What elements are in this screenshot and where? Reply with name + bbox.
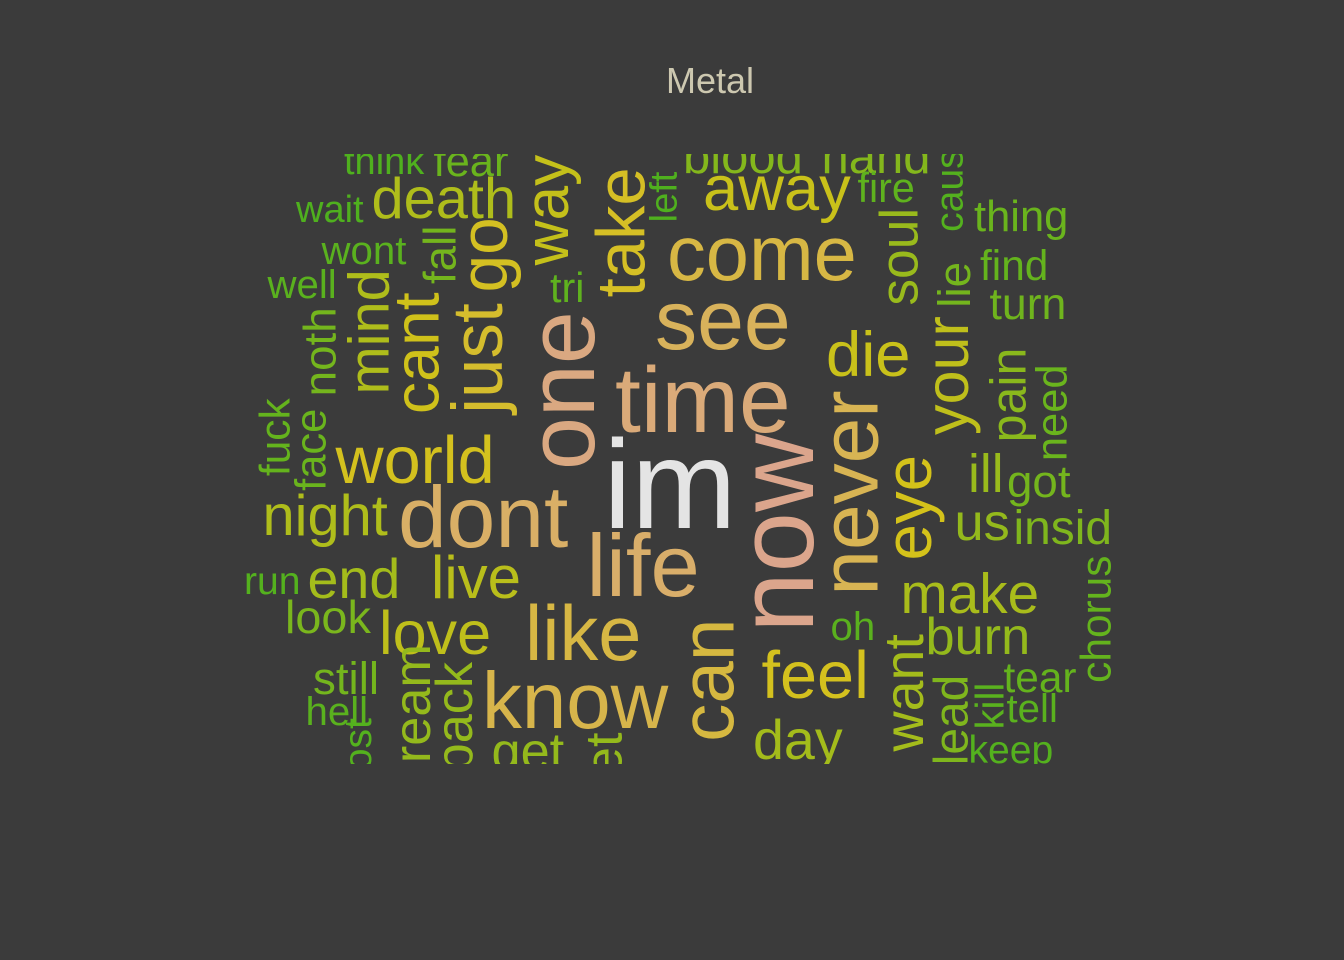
word-dont: dont — [398, 468, 569, 566]
word-chorus: chorus — [1071, 555, 1119, 683]
word-pain: pain — [979, 347, 1036, 443]
word-left: left — [642, 171, 685, 223]
word-wait: wait — [296, 189, 364, 231]
word-us: us — [954, 494, 1010, 552]
word-time: time — [615, 347, 791, 452]
word-wont: wont — [321, 228, 407, 273]
word-hell: hell — [305, 689, 369, 734]
word-got: got — [1007, 456, 1071, 507]
word-think: think — [344, 154, 425, 183]
word-one: one — [508, 310, 615, 470]
word-want: want — [872, 634, 935, 752]
word-day: day — [753, 709, 843, 764]
word-well: well — [267, 262, 337, 307]
word-fire: fire — [857, 164, 915, 211]
word-feel: feel — [761, 638, 869, 713]
word-make: make — [900, 562, 1040, 626]
word-hand: hand — [821, 154, 931, 184]
word-insid: insid — [1013, 502, 1113, 555]
word-come: come — [667, 211, 857, 297]
word-fall: fall — [414, 225, 466, 285]
word-world: world — [335, 423, 495, 498]
word-still: still — [313, 653, 379, 704]
word-soul: soul — [870, 207, 930, 306]
word-die: die — [826, 319, 911, 390]
word-back: back — [426, 661, 485, 764]
word-cloud: im now one time life dont see never know come like… — [240, 154, 1120, 764]
word-your: your — [912, 315, 981, 435]
word-live: live — [431, 544, 522, 611]
word-im: im — [603, 414, 737, 555]
word-see: see — [655, 273, 791, 367]
word-death: death — [371, 167, 517, 231]
chart-title: Metal — [665, 60, 755, 101]
word-keep: keep — [968, 728, 1054, 764]
word-life: life — [586, 515, 700, 615]
word-lie: lie — [929, 261, 981, 308]
word-look: look — [285, 590, 371, 643]
word-blood: blood — [683, 154, 803, 184]
word-ill: ill — [968, 444, 1004, 504]
word-away: away — [703, 154, 851, 224]
word-like: like — [525, 591, 642, 677]
word-turn: turn — [989, 279, 1067, 329]
word-tri: tri — [550, 264, 585, 311]
word-need: need — [1028, 364, 1077, 462]
word-fuck: fuck — [251, 398, 299, 477]
word-get: get — [491, 723, 565, 764]
word-noth: noth — [294, 307, 346, 397]
word-tell: tell — [1006, 686, 1058, 731]
word-way: way — [512, 154, 582, 266]
word-burn: burn — [925, 608, 1031, 666]
word-run: run — [244, 559, 301, 603]
word-let: let — [574, 732, 633, 764]
word-can: can — [664, 618, 750, 742]
word-fear: fear — [433, 154, 509, 186]
word-love: love — [379, 598, 492, 667]
word-oh: oh — [830, 604, 876, 649]
word-eye: eye — [872, 454, 946, 561]
word-night: night — [262, 484, 388, 548]
word-kill: kill — [966, 682, 1012, 730]
word-caus: caus — [928, 154, 972, 232]
word-lost: lost — [336, 717, 380, 764]
word-know: know — [482, 656, 669, 745]
word-just: just — [438, 302, 518, 414]
word-end: end — [307, 548, 401, 610]
word-thing: thing — [974, 193, 1069, 241]
word-find: find — [980, 242, 1049, 289]
word-tear: tear — [1003, 654, 1077, 701]
word-mind: mind — [337, 269, 402, 395]
